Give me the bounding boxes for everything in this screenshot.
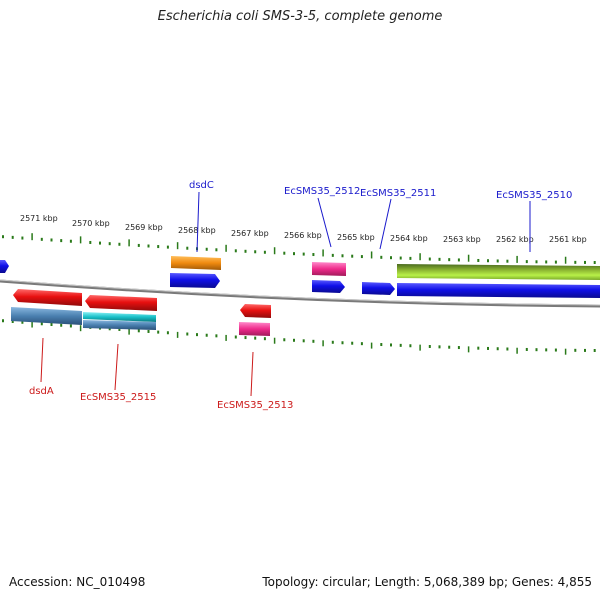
tick-label-2569: 2569 kbp bbox=[125, 223, 163, 232]
genome-backbone-highlight bbox=[0, 279, 600, 306]
gene-label-EcSMS35_2513[interactable]: EcSMS35_2513 bbox=[217, 400, 293, 411]
tick-label-2562: 2562 kbp bbox=[496, 235, 534, 244]
tick-label-2566: 2566 kbp bbox=[284, 231, 322, 240]
feature-EcSMS35_2511[interactable] bbox=[362, 282, 395, 295]
accession-text: Accession: NC_010498 bbox=[9, 575, 146, 589]
gene-label-EcSMS35_2510[interactable]: EcSMS35_2510 bbox=[496, 190, 572, 201]
tick-label-2571: 2571 kbp bbox=[20, 214, 58, 223]
gene-label-EcSMS35_2511[interactable]: EcSMS35_2511 bbox=[360, 188, 436, 199]
tick-label-2565: 2565 kbp bbox=[337, 233, 375, 242]
feature-reverse-steel[interactable] bbox=[11, 307, 82, 325]
feature-EcSMS35_2510[interactable] bbox=[397, 264, 600, 280]
gene-label-dsdA[interactable]: dsdA bbox=[29, 386, 54, 397]
feature-reverse-cyan[interactable] bbox=[83, 312, 156, 322]
feature-forward-blue-2[interactable] bbox=[312, 280, 345, 293]
feature-reverse-pink[interactable] bbox=[239, 322, 270, 336]
inner-tick-ring bbox=[2, 319, 596, 355]
tick-label-2567: 2567 kbp bbox=[231, 229, 269, 238]
genome-backbone bbox=[0, 279, 600, 308]
gene-label-EcSMS35_2515[interactable]: EcSMS35_2515 bbox=[80, 392, 156, 403]
feature-dsdC[interactable] bbox=[171, 256, 221, 270]
leader-EcSMS35_2515 bbox=[114, 343, 119, 391]
leader-EcSMS35_2511 bbox=[379, 198, 392, 250]
feature-EcSMS35_2513[interactable] bbox=[240, 304, 271, 318]
feature-forward-blue-long[interactable] bbox=[397, 283, 600, 298]
feature-reverse-steel-2[interactable] bbox=[83, 320, 156, 330]
feature-EcSMS35_2512[interactable] bbox=[312, 262, 346, 276]
tick-label-2564: 2564 kbp bbox=[390, 234, 428, 243]
tick-label-2570: 2570 kbp bbox=[72, 219, 110, 228]
feature-forward-blue-1[interactable] bbox=[170, 273, 220, 288]
tick-label-2561: 2561 kbp bbox=[549, 235, 587, 244]
topology-text: Topology: circular; Length: 5,068,389 bp… bbox=[262, 575, 592, 589]
leader-EcSMS35_2513 bbox=[250, 351, 254, 397]
feature-EcSMS35_2515[interactable] bbox=[85, 295, 157, 311]
gene-label-EcSMS35_2512[interactable]: EcSMS35_2512 bbox=[284, 186, 360, 197]
tick-label-2563: 2563 kbp bbox=[443, 235, 481, 244]
map-title: Escherichia coli SMS-3-5, complete genom… bbox=[157, 9, 443, 24]
feature-dsdA[interactable] bbox=[13, 289, 82, 306]
leader-dsdC bbox=[196, 191, 200, 253]
outer-tick-ring bbox=[2, 233, 596, 264]
tick-label-2568: 2568 kbp bbox=[178, 226, 216, 235]
gene-label-dsdC[interactable]: dsdC bbox=[189, 180, 214, 191]
leader-EcSMS35_2512 bbox=[317, 197, 332, 248]
leader-dsdA bbox=[40, 337, 44, 383]
feature-forward-blue-edge[interactable] bbox=[0, 260, 9, 273]
